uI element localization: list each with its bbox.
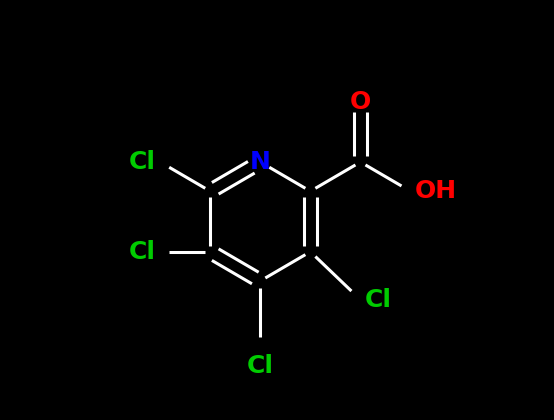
Text: Cl: Cl [129,150,156,174]
Text: Cl: Cl [365,288,392,312]
Text: OH: OH [415,179,457,203]
Text: Cl: Cl [129,240,156,264]
Text: O: O [350,89,371,113]
Text: Cl: Cl [247,354,274,378]
Text: N: N [250,150,271,174]
